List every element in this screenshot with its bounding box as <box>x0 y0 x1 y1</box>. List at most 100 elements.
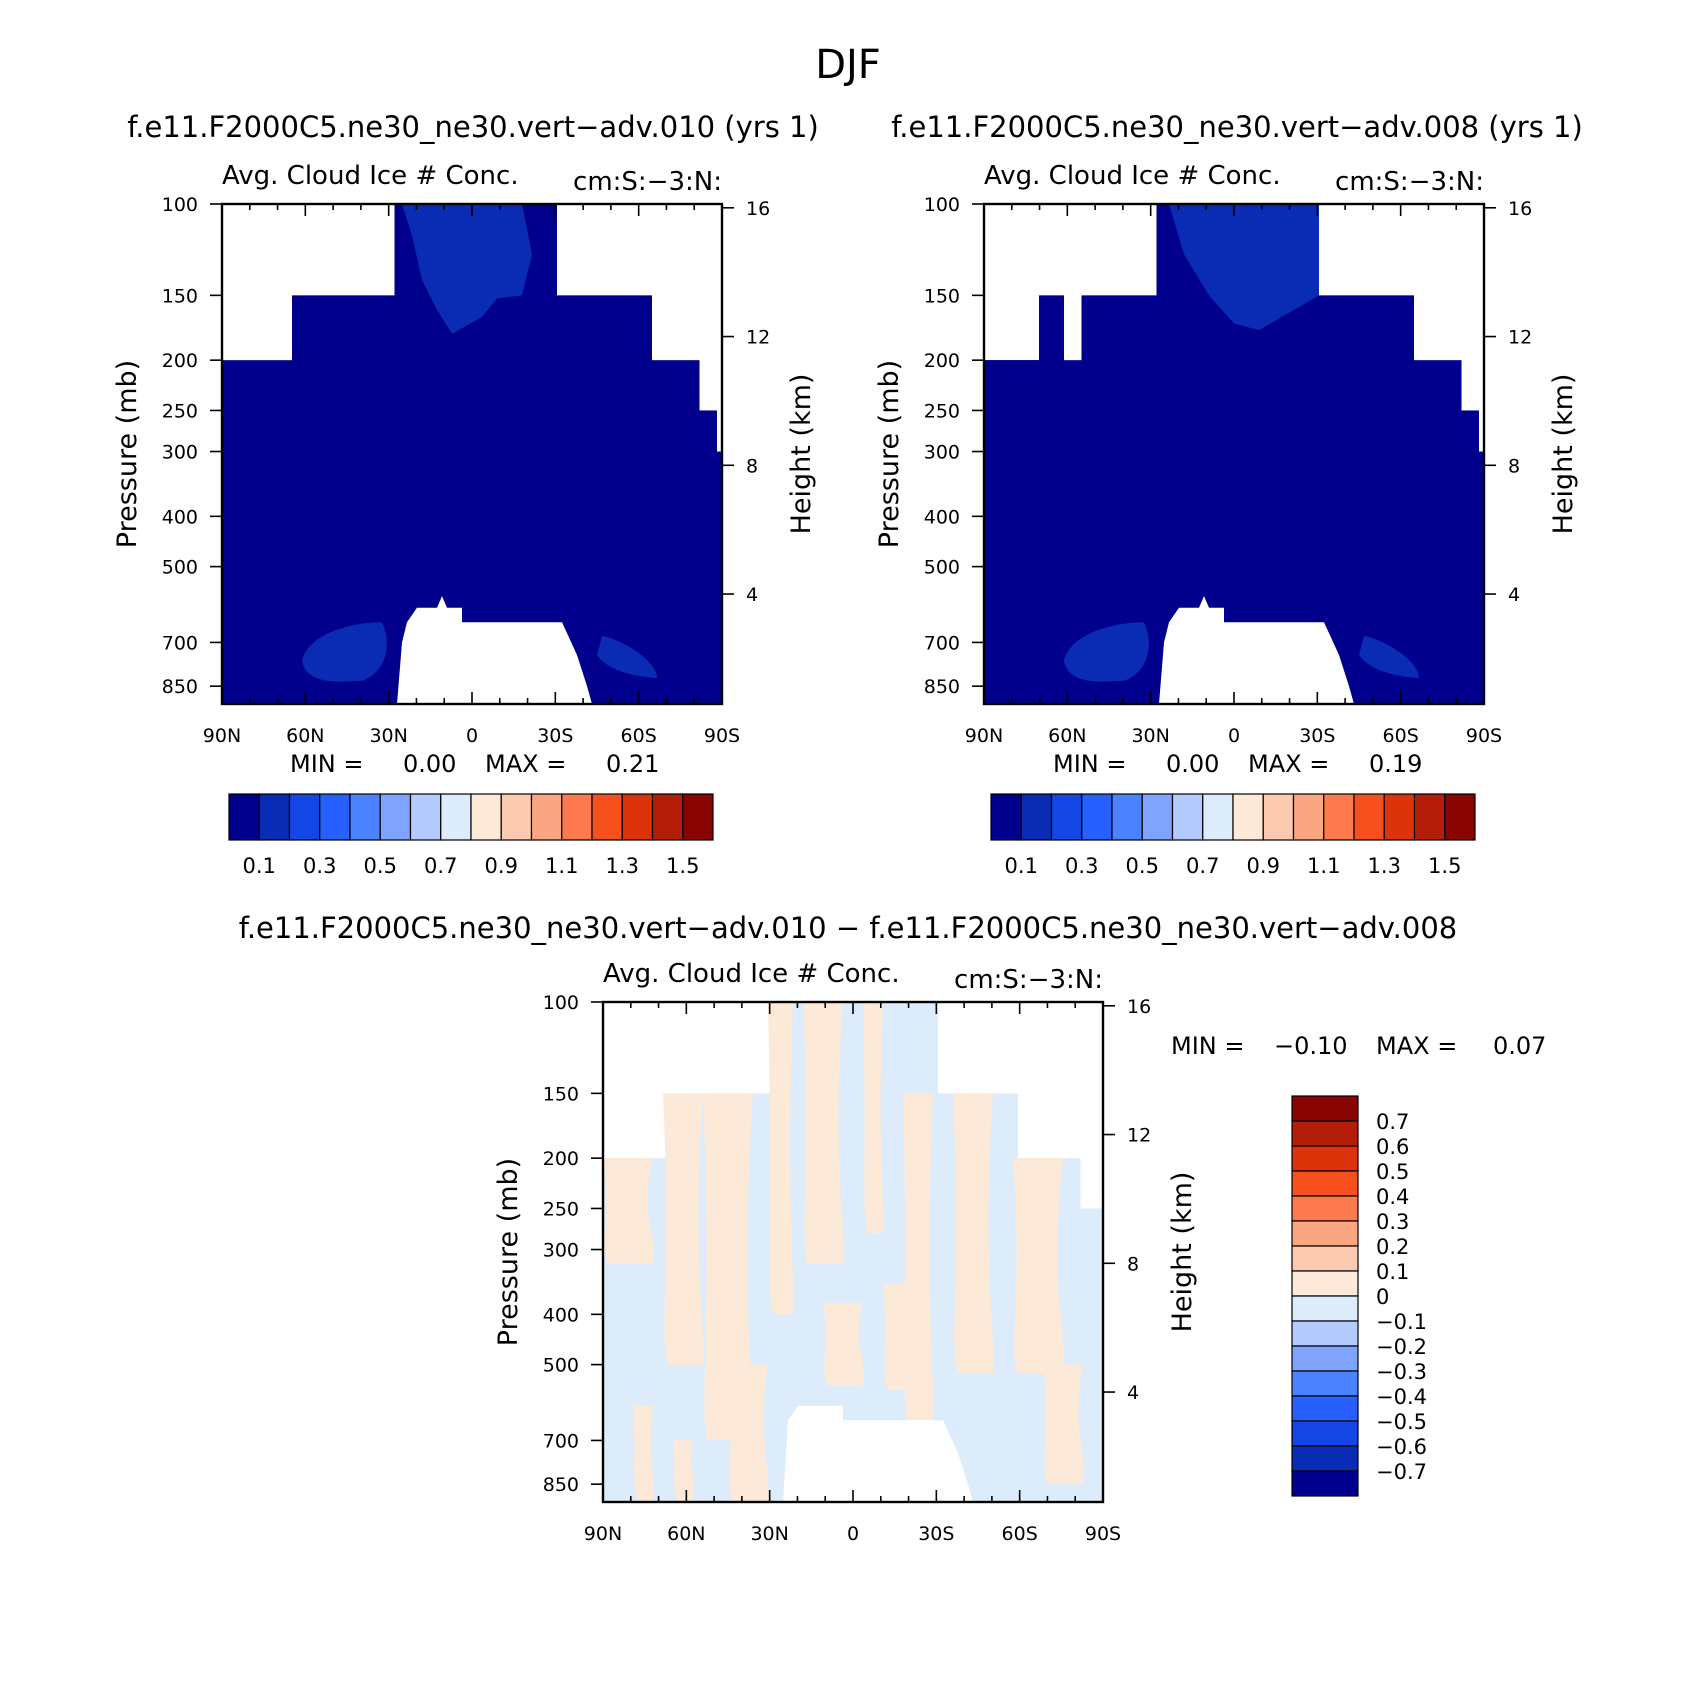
a-colorbar-swatch <box>621 793 654 841</box>
b-variable-title: Avg. Cloud Ice # Conc. <box>984 161 1281 191</box>
b-colorbar-swatch <box>1202 793 1234 841</box>
b-colorbar-label: 0.9 <box>1247 854 1280 878</box>
diff-y-tick-label: 100 <box>543 992 579 1014</box>
b-region-step <box>984 360 1039 704</box>
b-lower-left-lobe <box>1064 622 1149 682</box>
b-y-tick-label: 400 <box>924 506 960 528</box>
a-colorbar-swatch <box>319 793 351 841</box>
b-x-tick-label: 60S <box>1383 725 1419 747</box>
diff-colorbar-label: 0 <box>1376 1285 1389 1309</box>
diff-colorbar-label: 0.7 <box>1376 1110 1409 1134</box>
panel-a-max-label: MAX = <box>485 750 566 778</box>
diff-colorbar-swatch <box>1291 1445 1359 1472</box>
a-units: cm:S:−3:N: <box>573 167 722 197</box>
diff-colorbar-label: 0.5 <box>1376 1160 1409 1184</box>
a-y-tick-label: 400 <box>162 506 198 528</box>
a-ylabel-right: Height (km) <box>786 374 817 535</box>
a-lower-left-lobe <box>302 622 387 682</box>
diff-x-tick-label: 30N <box>750 1523 788 1545</box>
a-y-tick-label: 200 <box>162 350 198 372</box>
a-y-right-tick-label: 16 <box>746 198 770 220</box>
diff-contour-fill <box>603 1002 1103 1502</box>
diff-colorbar-label: −0.2 <box>1376 1335 1427 1359</box>
diff-colorbar-swatch <box>1291 1120 1359 1147</box>
diff-variable-title: Avg. Cloud Ice # Conc. <box>603 959 900 989</box>
b-contour-fill <box>984 204 1484 704</box>
a-region-step <box>557 295 652 704</box>
b-colorbar-label: 0.3 <box>1065 854 1098 878</box>
a-contour-fill <box>222 204 722 704</box>
a-y-tick-label: 700 <box>162 632 198 654</box>
b-y-right-tick-label: 12 <box>1508 327 1532 349</box>
a-colorbar-label: 1.1 <box>545 854 578 878</box>
b-region-step <box>1479 451 1484 704</box>
diff-positive-streak <box>1013 1158 1064 1374</box>
a-y-right-tick-label: 4 <box>746 584 758 606</box>
b-y-right-tick-label: 8 <box>1508 455 1520 477</box>
b-region-step <box>1039 295 1064 704</box>
panel-diff-min-label: MIN = <box>1171 1032 1244 1060</box>
a-y-right-tick-label: 12 <box>746 327 770 349</box>
diff-colorbar-label: −0.6 <box>1376 1435 1427 1459</box>
diff-x-tick-label: 60S <box>1002 1523 1038 1545</box>
a-colorbar-label: 0.5 <box>364 854 397 878</box>
b-x-tick-label: 0 <box>1228 725 1240 747</box>
b-colorbar-swatch <box>1444 793 1476 841</box>
diff-topography-mask <box>783 1405 973 1502</box>
diff-y-tick-label: 250 <box>543 1198 579 1220</box>
a-colorbar-swatch <box>379 793 412 841</box>
diff-positive-streak <box>953 1093 994 1374</box>
panel-b-max-label: MAX = <box>1248 750 1329 778</box>
diff-colorbar-swatch <box>1291 1370 1359 1397</box>
b-x-tick-label: 30S <box>1299 725 1335 747</box>
b-x-tick-label: 90S <box>1466 725 1502 747</box>
diff-x-tick-label: 90S <box>1085 1523 1121 1545</box>
diff-x-tick-label: 30S <box>918 1523 954 1545</box>
b-colorbar-label: 1.5 <box>1428 854 1461 878</box>
colorbar-diff: 0.70.60.50.40.30.20.10−0.1−0.2−0.3−0.4−0… <box>1291 1095 1427 1497</box>
b-colorbar-label: 0.7 <box>1186 854 1219 878</box>
panel-diff-min-value: −0.10 <box>1274 1032 1348 1060</box>
diff-y-tick-label: 200 <box>543 1148 579 1170</box>
diff-positive-streak <box>728 1364 769 1502</box>
a-lower-right-lobe <box>597 635 657 679</box>
b-region-step <box>1414 360 1462 704</box>
b-ylabel-right: Height (km) <box>1548 374 1579 535</box>
panel-a-case-title: f.e11.F2000C5.ne30_ne30.vert−adv.010 (yr… <box>127 110 819 144</box>
b-x-tick-label: 30N <box>1131 725 1169 747</box>
b-units: cm:S:−3:N: <box>1335 167 1484 197</box>
diff-colorbar-swatch <box>1291 1270 1359 1297</box>
b-colorbar-swatch <box>1323 793 1355 841</box>
diff-colorbar-swatch <box>1291 1470 1359 1497</box>
a-colorbar-swatch <box>228 793 260 841</box>
diff-positive-streak <box>1043 1364 1084 1485</box>
colorbar-a: 0.1 0.3 0.5 0.7 0.9 1.1 1.3 1.5 <box>228 793 714 878</box>
diff-y-tick-label: 850 <box>543 1474 579 1496</box>
diff-region-step <box>1080 1208 1103 1502</box>
panel-diff: 90N 60N 30N 0 30S 60S 90S 100 150 200 250 300 400 500… <box>493 959 1198 1545</box>
panel-a-max-value: 0.21 <box>606 750 659 778</box>
b-colorbar-label: 0.5 <box>1126 854 1159 878</box>
a-colorbar-swatch <box>500 793 533 841</box>
a-region-step <box>652 360 700 704</box>
diff-positive-streak <box>663 1093 704 1365</box>
a-x-tick-label: 30S <box>537 725 573 747</box>
diff-ylabel: Pressure (mb) <box>493 1158 524 1346</box>
a-colorbar-label: 0.1 <box>243 854 276 878</box>
a-colorbar-label: 1.5 <box>666 854 699 878</box>
diff-y-right-tick-label: 8 <box>1127 1253 1139 1275</box>
b-y-right-tick-label: 4 <box>1508 584 1520 606</box>
panel-diff-max-label: MAX = <box>1376 1032 1457 1060</box>
panel-a: 90N 60N 30N 0 30S 60S 90S 100 150 200 250 300 400 500… <box>112 161 817 747</box>
b-colorbar-swatch <box>1413 793 1446 841</box>
panel-a-min-value: 0.00 <box>403 750 456 778</box>
a-region-step <box>699 410 717 704</box>
a-colorbar-swatch <box>651 793 684 841</box>
b-colorbar-swatch <box>1171 793 1204 841</box>
b-y-tick-label: 200 <box>924 350 960 372</box>
panel-b-min-label: MIN = <box>1053 750 1126 778</box>
b-colorbar-swatch <box>1232 793 1264 841</box>
a-y-tick-label: 100 <box>162 194 198 216</box>
b-colorbar-label: 1.3 <box>1368 854 1401 878</box>
b-topography-mask <box>1159 596 1354 704</box>
